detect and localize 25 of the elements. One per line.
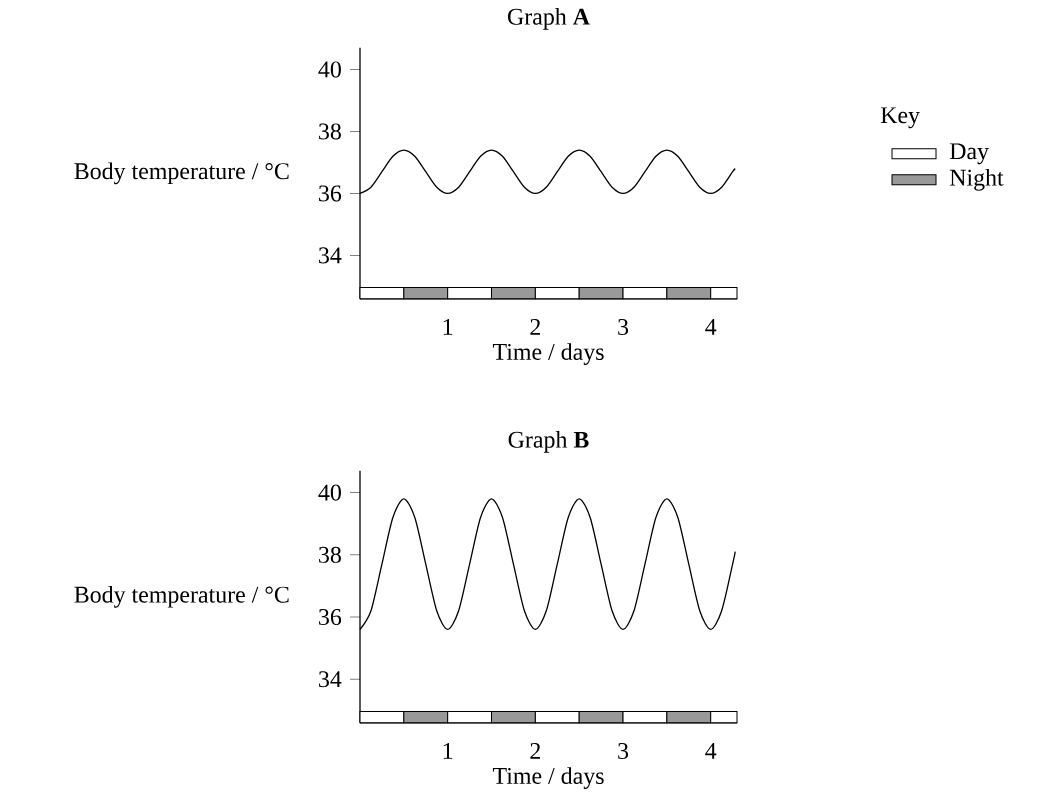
y-tick-label: 40 <box>318 484 341 501</box>
x-tick-label: 1 <box>443 319 453 335</box>
chart-title: Graph B <box>508 431 589 453</box>
y-tick-label: 40 <box>318 61 341 78</box>
y-tick-label: 36 <box>319 609 342 626</box>
legend-label: Night <box>949 169 1004 191</box>
chart-title: Graph A <box>507 8 590 30</box>
x-tick-label: 2 <box>530 319 541 335</box>
legend-title: Key <box>880 107 920 129</box>
legend-label: Day <box>949 143 989 165</box>
x-tick-label: 4 <box>705 319 717 335</box>
x-tick-label: 3 <box>618 319 629 336</box>
x-axis-title: Time / days <box>492 343 604 365</box>
x-tick-label: 4 <box>705 743 717 759</box>
y-tick-label: 34 <box>319 671 342 688</box>
y-axis-title: Body temperature / °C <box>74 586 289 608</box>
y-tick-label: 34 <box>319 247 342 264</box>
x-tick-label: 1 <box>443 743 453 759</box>
y-tick-label: 38 <box>319 546 341 563</box>
y-axis-title: Body temperature / °C <box>74 162 289 185</box>
y-tick-label: 36 <box>319 185 342 202</box>
x-tick-label: 2 <box>530 743 541 759</box>
x-axis-title: Time / days <box>492 767 604 790</box>
y-tick-label: 38 <box>319 123 341 140</box>
x-tick-label: 3 <box>618 743 629 760</box>
